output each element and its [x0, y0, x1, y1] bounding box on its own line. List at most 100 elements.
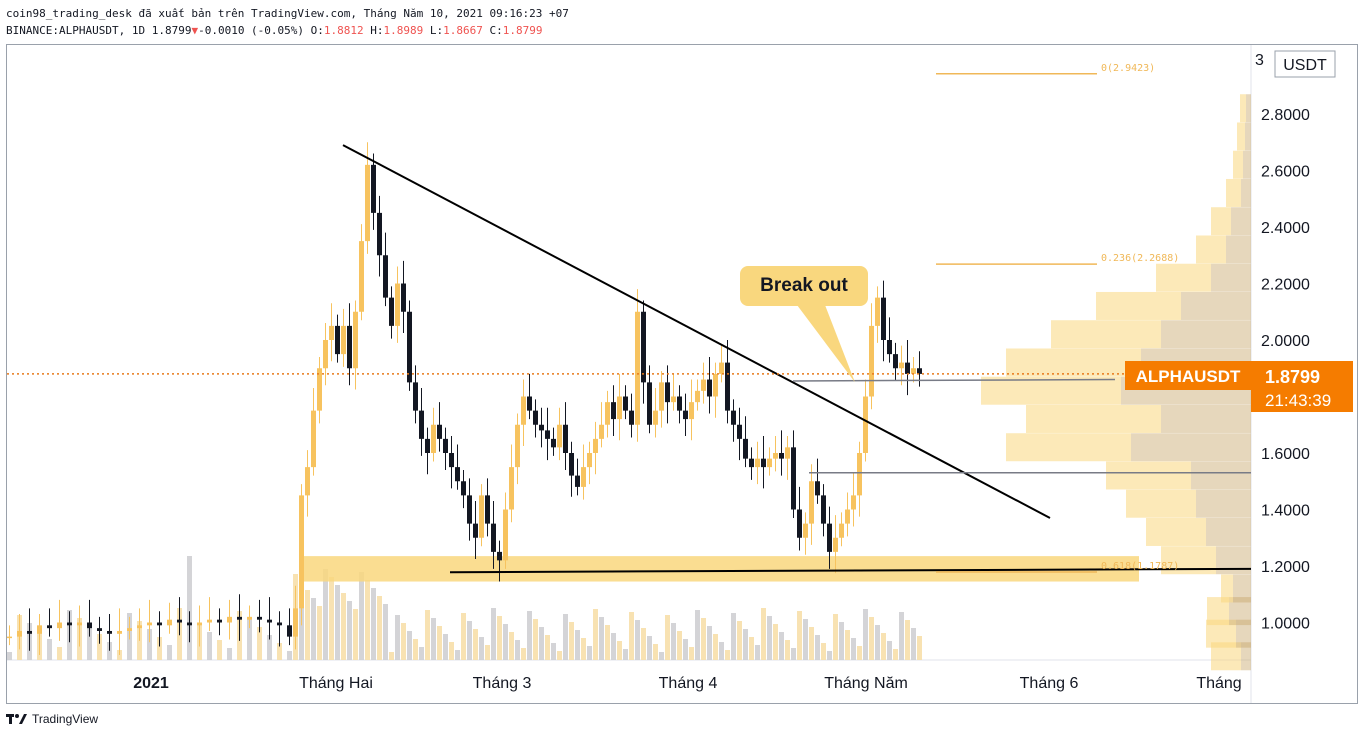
candle-body: [147, 622, 152, 626]
volume-bar: [217, 640, 222, 660]
candle-body: [347, 325, 352, 369]
ohlc-high: 1.8989: [383, 24, 424, 37]
candle-body: [851, 495, 856, 510]
volume-bar: [671, 623, 676, 660]
volume-bar: [117, 650, 122, 660]
candle-body: [899, 362, 904, 369]
vp-sell-bar: [1226, 235, 1251, 264]
fib-label: 0.236(2.2688): [1101, 253, 1179, 264]
symbol-tag: ALPHAUSDT: [1136, 367, 1241, 386]
candle-body: [247, 616, 252, 620]
volume-bar: [659, 652, 664, 660]
candle-body: [701, 379, 706, 391]
volume-bar: [341, 593, 346, 660]
volume-bar: [413, 639, 418, 660]
volume-bar: [157, 637, 162, 660]
candle-body: [37, 625, 42, 634]
candle-body: [87, 622, 92, 629]
candle-body: [77, 622, 82, 626]
volume-profile: [981, 94, 1251, 671]
candle-body: [237, 616, 242, 620]
candle-body: [605, 402, 610, 425]
candle-body: [515, 424, 520, 468]
candle-body: [545, 430, 550, 439]
volume-bar: [731, 613, 736, 660]
fib-label: 0.618(1.1787): [1101, 561, 1179, 572]
volume-bar: [845, 630, 850, 660]
candle-body: [305, 467, 310, 496]
volume-bar: [653, 644, 658, 660]
volume-bar: [833, 614, 838, 660]
volume-bar: [779, 632, 784, 660]
vp-buy-bar: [981, 376, 1121, 405]
candle-body: [323, 340, 328, 369]
vp-sell-bar: [1181, 291, 1251, 320]
volume-bar: [87, 626, 92, 660]
volume-bar: [371, 588, 376, 660]
volume-bar: [47, 639, 52, 660]
candle-body: [677, 396, 682, 411]
price-label: ALPHAUSDT 1.8799 21:43:39: [1125, 361, 1353, 412]
volume-bar: [881, 633, 886, 660]
vp-sell-bar: [1231, 207, 1251, 236]
vp-sell-bar: [1196, 489, 1251, 518]
candle-body: [803, 523, 808, 538]
candle-body: [257, 616, 262, 620]
vp-buy-bar: [1156, 263, 1211, 292]
volume-bar: [551, 643, 556, 660]
candle-body: [353, 311, 358, 369]
candle-body: [617, 396, 622, 420]
candle-body: [623, 396, 628, 411]
volume-bar: [425, 610, 430, 660]
countdown-tag: 21:43:39: [1265, 391, 1331, 410]
price-chart[interactable]: 0(2.9423) 0.236(2.2688) 0.618(1.1787) Brea…: [7, 45, 1357, 703]
chart-frame[interactable]: 0(2.9423) 0.236(2.2688) 0.618(1.1787) Brea…: [6, 44, 1358, 704]
ohlc-open: 1.8812: [323, 24, 364, 37]
candle-body: [359, 241, 364, 312]
volume-bar: [389, 652, 394, 660]
volume-bar: [527, 611, 532, 660]
resistance-line-upper: [792, 378, 1116, 382]
volume-bar: [767, 616, 772, 660]
vp-buy-bar: [1096, 291, 1181, 320]
volume-bar: [383, 604, 388, 660]
top-tick: 3: [1255, 52, 1264, 69]
candle-body: [197, 622, 202, 626]
price-tag: 1.8799: [1265, 367, 1320, 387]
volume-bar: [683, 639, 688, 660]
volume-bar: [629, 612, 634, 660]
time-axis[interactable]: 2021 Tháng Hai Tháng 3 Tháng 4 Tháng Năm Thán…: [133, 675, 1241, 692]
volume-bar: [761, 608, 766, 660]
vp-sell-bar: [1236, 619, 1251, 648]
candle-body: [27, 630, 32, 634]
volume-bar: [329, 577, 334, 660]
volume-bar: [455, 650, 460, 660]
volume-bar: [437, 626, 442, 660]
candle-body: [293, 608, 298, 637]
volume-bar: [503, 624, 508, 660]
volume-bar: [267, 635, 272, 660]
volume-bar: [377, 596, 382, 660]
time-tick: Tháng 6: [1020, 675, 1079, 692]
vp-buy-bar: [1106, 461, 1191, 490]
candle-body: [167, 619, 172, 626]
volume-bar: [407, 631, 412, 660]
volume-bar: [431, 618, 436, 660]
volume-bar: [869, 617, 874, 660]
breakout-callout: Break out: [740, 266, 868, 383]
candle-body: [299, 495, 304, 609]
candle-body: [127, 628, 132, 631]
descending-trendline: [342, 144, 1051, 519]
candle-body: [659, 382, 664, 411]
volume-bar: [647, 636, 652, 660]
volume-bar: [719, 642, 724, 660]
candle-body: [827, 523, 832, 552]
candle-body: [731, 410, 736, 425]
footer[interactable]: TradingView: [6, 712, 98, 726]
volume-bar: [497, 616, 502, 660]
candle-body: [737, 424, 742, 439]
volume-bar: [569, 622, 574, 660]
candle-body: [743, 438, 748, 459]
volume-bar: [713, 634, 718, 660]
candle-body: [683, 410, 688, 420]
